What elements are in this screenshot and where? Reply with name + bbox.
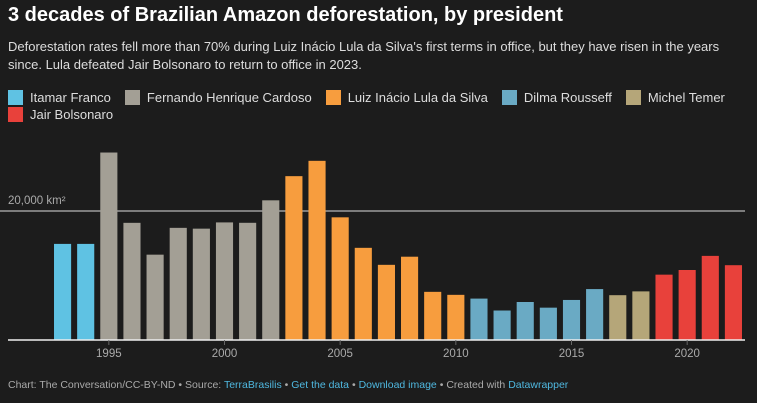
created-label: Created with bbox=[446, 379, 506, 391]
bar bbox=[169, 227, 187, 340]
bar bbox=[632, 291, 650, 340]
bar bbox=[655, 274, 673, 340]
source-link[interactable]: TerraBrasilis bbox=[223, 379, 282, 391]
legend-swatch bbox=[8, 107, 23, 122]
bar bbox=[539, 307, 557, 340]
bar bbox=[678, 269, 696, 340]
bar bbox=[401, 256, 419, 340]
credit: Chart: The Conversation/CC-BY-ND bbox=[8, 379, 176, 391]
x-tick-label: 2015 bbox=[559, 348, 585, 360]
bar bbox=[562, 299, 581, 340]
bar bbox=[447, 294, 465, 340]
chart-title: 3 decades of Brazilian Amazon deforestat… bbox=[8, 4, 563, 26]
bar bbox=[701, 255, 719, 340]
legend-item: Fernando Henrique Cardoso bbox=[124, 90, 312, 105]
separator: • bbox=[178, 379, 183, 391]
bar bbox=[215, 222, 234, 340]
legend-item: Jair Bolsonaro bbox=[8, 107, 113, 122]
legend-swatch bbox=[8, 90, 23, 105]
legend-swatch bbox=[325, 90, 341, 105]
x-tick-label: 2005 bbox=[327, 348, 353, 360]
data-link[interactable]: Get the data bbox=[291, 379, 350, 391]
legend-label: Luiz Inácio Lula da Silva bbox=[347, 90, 488, 105]
x-tick-label: 1995 bbox=[96, 348, 122, 360]
bar bbox=[724, 265, 742, 340]
legend-swatch bbox=[501, 90, 517, 105]
bar bbox=[262, 200, 280, 340]
legend-label: Jair Bolsonaro bbox=[30, 107, 114, 122]
bar bbox=[239, 222, 257, 340]
source-label: Source: bbox=[185, 379, 222, 391]
bar bbox=[354, 247, 372, 340]
footer: Chart: The Conversation/CC-BY-ND • Sourc… bbox=[8, 379, 568, 391]
y-tick-label: 20,000 km² bbox=[8, 195, 66, 207]
separator: • bbox=[351, 379, 356, 391]
separator: • bbox=[439, 379, 444, 391]
bar bbox=[516, 301, 534, 340]
chart-subtitle: Deforestation rates fell more than 70% d… bbox=[8, 39, 720, 72]
bar bbox=[54, 243, 72, 340]
legend-label: Michel Temer bbox=[647, 90, 725, 105]
bar bbox=[609, 295, 627, 340]
bar bbox=[146, 254, 164, 340]
tool-link[interactable]: Datawrapper bbox=[508, 379, 569, 391]
bar bbox=[123, 222, 141, 340]
x-tick-label: 2020 bbox=[674, 348, 700, 360]
bar bbox=[424, 291, 442, 340]
legend-item: Luiz Inácio Lula da Silva bbox=[325, 90, 488, 105]
legend-label: Dilma Rousseff bbox=[523, 90, 612, 105]
x-tick-label: 2010 bbox=[443, 348, 469, 360]
bar bbox=[100, 152, 118, 340]
legend-item: Michel Temer bbox=[625, 90, 725, 105]
legend-label: Fernando Henrique Cardoso bbox=[146, 90, 312, 105]
bar bbox=[285, 176, 303, 340]
bar bbox=[470, 298, 488, 340]
legend-swatch bbox=[625, 90, 641, 105]
image-link[interactable]: Download image bbox=[358, 379, 437, 391]
x-tick-label: 2000 bbox=[212, 348, 238, 360]
bar bbox=[331, 217, 349, 340]
separator: • bbox=[284, 379, 289, 391]
bar bbox=[493, 310, 511, 340]
legend-label: Itamar Franco bbox=[30, 90, 111, 105]
legend-item: Dilma Rousseff bbox=[501, 90, 612, 105]
bar bbox=[377, 264, 395, 340]
bar bbox=[308, 160, 326, 340]
legend-item: Itamar Franco bbox=[8, 90, 111, 105]
legend: Itamar Franco Fernando Henrique Cardoso Lu… bbox=[8, 90, 753, 122]
bar bbox=[77, 243, 95, 340]
legend-swatch bbox=[124, 90, 140, 105]
bar bbox=[192, 228, 210, 340]
bar bbox=[586, 289, 604, 340]
